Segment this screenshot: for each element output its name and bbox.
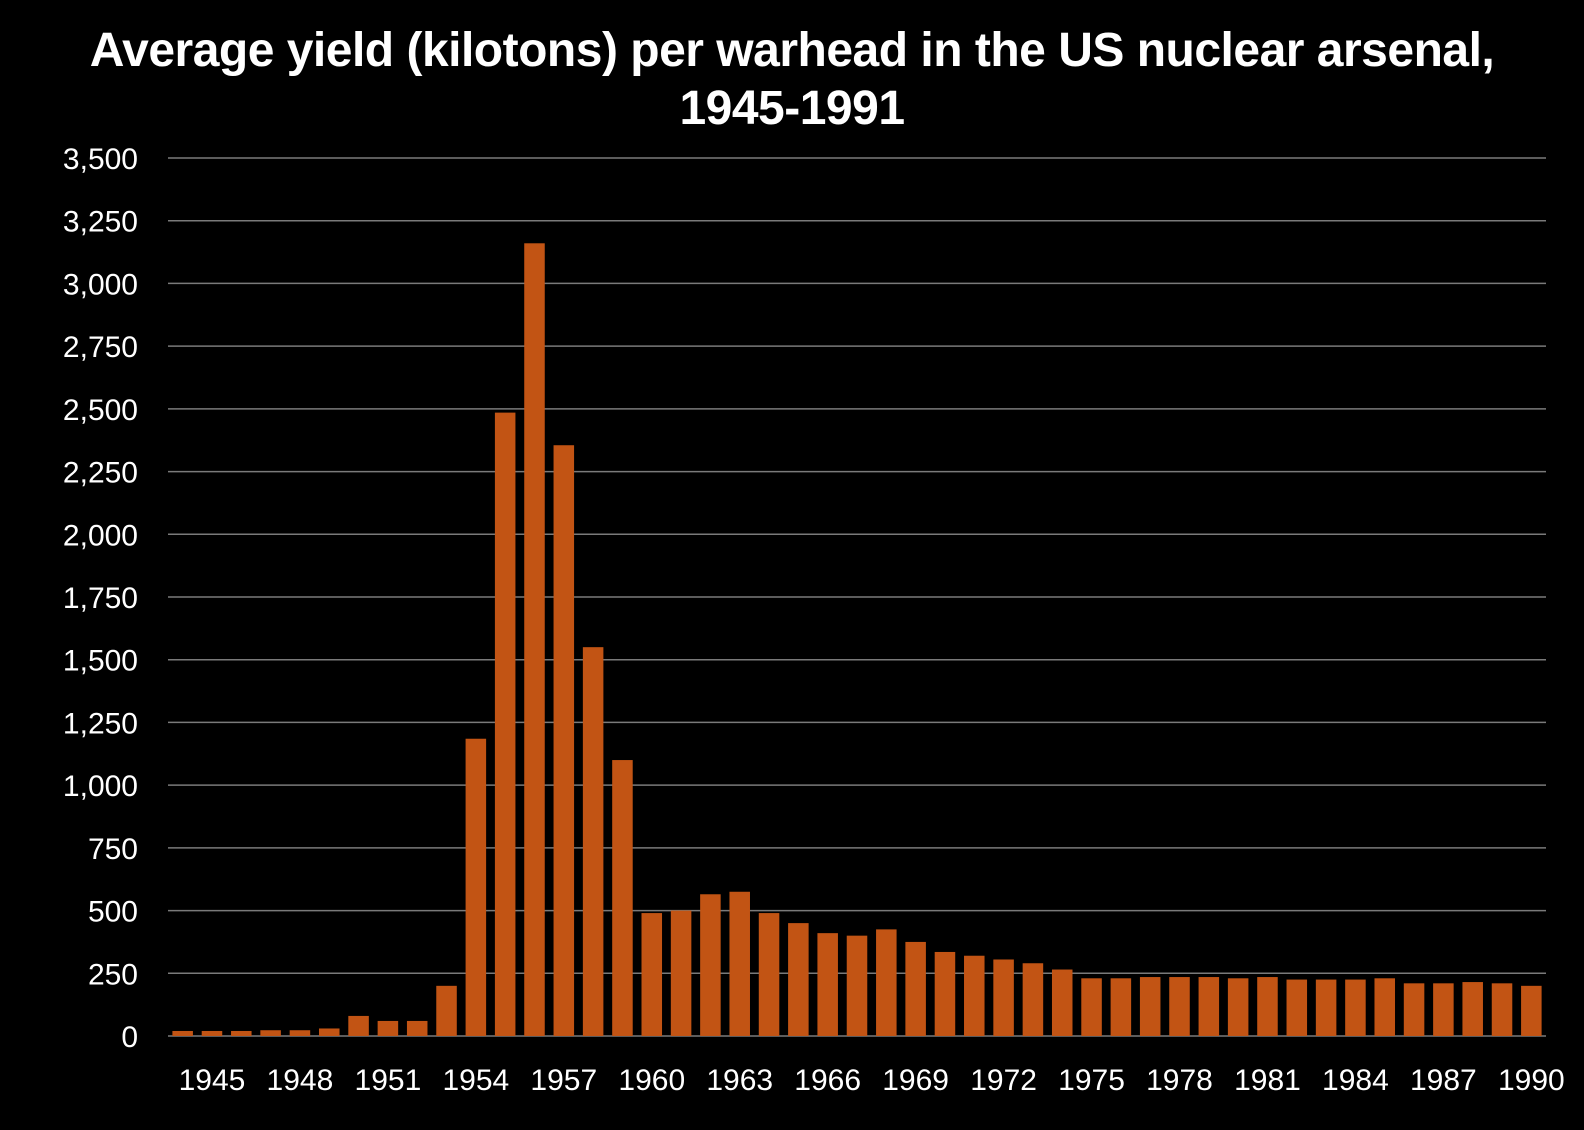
bar-1968 <box>846 935 868 1036</box>
bar-1978 <box>1139 977 1161 1036</box>
x-tick-label: 1948 <box>267 1064 334 1097</box>
x-tick-label: 1975 <box>1058 1064 1125 1097</box>
x-tick-label: 1960 <box>618 1064 685 1097</box>
bar-1990 <box>1491 983 1513 1036</box>
y-tick-label: 3,500 <box>63 143 138 176</box>
bar-1977 <box>1110 978 1132 1036</box>
bar-1957 <box>524 243 545 1036</box>
bar-1984 <box>1315 979 1337 1036</box>
bar-1972 <box>964 955 985 1036</box>
y-tick-label: 1,000 <box>63 770 138 803</box>
bar-1966 <box>788 923 809 1036</box>
x-tick-label: 1957 <box>530 1064 597 1097</box>
bar-1989 <box>1462 982 1483 1036</box>
y-tick-label: 2,750 <box>63 331 138 364</box>
bar-1951 <box>348 1015 369 1036</box>
chart-title-line-2: 1945-1991 <box>679 82 905 135</box>
bar-1964 <box>729 891 750 1036</box>
x-tick-label: 1972 <box>970 1064 1037 1097</box>
bar-1975 <box>1051 969 1073 1036</box>
x-tick-label: 1954 <box>442 1064 509 1097</box>
bar-1969 <box>876 929 897 1036</box>
bar-1946 <box>201 1030 223 1036</box>
y-tick-label: 2,500 <box>63 394 138 427</box>
bar-1981 <box>1227 978 1249 1036</box>
bar-1949 <box>289 1030 311 1036</box>
bar-1961 <box>641 913 663 1036</box>
bar-1988 <box>1433 983 1454 1036</box>
bar-1985 <box>1345 979 1366 1036</box>
bar-1987 <box>1403 983 1425 1036</box>
y-tick-label: 500 <box>88 896 138 929</box>
bar-1970 <box>905 941 926 1036</box>
bar-1952 <box>377 1020 399 1036</box>
y-tick-label: 1,750 <box>63 582 138 615</box>
bar-1962 <box>670 910 692 1036</box>
bar-1980 <box>1198 977 1220 1036</box>
y-tick-label: 2,000 <box>63 519 138 552</box>
bar-1947 <box>231 1030 252 1036</box>
bar-1971 <box>934 951 956 1036</box>
x-tick-label: 1978 <box>1146 1064 1213 1097</box>
x-tick-label: 1969 <box>882 1064 949 1097</box>
bars <box>172 243 1542 1036</box>
y-tick-label: 3,000 <box>63 268 138 301</box>
x-tick-label: 1945 <box>179 1064 246 1097</box>
gridlines <box>168 157 1546 1037</box>
bar-1983 <box>1286 979 1308 1036</box>
chart-title: Average yield (kilotons) per warhead in … <box>0 22 1584 138</box>
bar-1960 <box>612 760 633 1036</box>
bar-1979 <box>1169 977 1190 1036</box>
y-tick-label: 750 <box>88 833 138 866</box>
x-tick-label: 1981 <box>1234 1064 1301 1097</box>
bar-1955 <box>465 738 487 1036</box>
bar-1986 <box>1374 978 1396 1036</box>
bar-1974 <box>1022 963 1044 1036</box>
bar-1948 <box>260 1030 281 1036</box>
bar-1958 <box>553 445 575 1036</box>
bar-1965 <box>758 913 780 1036</box>
x-tick-label: 1951 <box>355 1064 422 1097</box>
y-tick-label: 1,500 <box>63 645 138 678</box>
bar-1953 <box>406 1020 428 1036</box>
y-tick-label: 3,250 <box>63 206 138 239</box>
bar-1959 <box>582 647 604 1036</box>
y-tick-label: 2,250 <box>63 457 138 490</box>
bar-1956 <box>494 412 516 1036</box>
chart-title-line-1: Average yield (kilotons) per warhead in … <box>89 24 1495 77</box>
x-axis-ticks: 1945 1948 1951 1954 1957 1960 1963 1966 1969 1972… <box>179 1064 1565 1097</box>
x-tick-label: 1984 <box>1322 1064 1389 1097</box>
x-tick-label: 1987 <box>1410 1064 1477 1097</box>
bar-1991 <box>1521 985 1542 1036</box>
bar-1973 <box>993 959 1014 1036</box>
y-axis-ticks: 0 250 500 750 1,000 1,250 1,500 1,750 2,000 2,250… <box>63 143 138 1054</box>
bar-1950 <box>318 1028 340 1036</box>
bar-1945 <box>172 1030 193 1036</box>
x-tick-label: 1990 <box>1498 1064 1565 1097</box>
bar-1967 <box>817 933 838 1036</box>
x-tick-label: 1966 <box>794 1064 861 1097</box>
bar-1954 <box>436 985 457 1036</box>
bar-1963 <box>700 894 721 1036</box>
x-tick-label: 1963 <box>706 1064 773 1097</box>
bar-1982 <box>1257 977 1278 1036</box>
y-tick-label: 1,250 <box>63 707 138 740</box>
y-tick-label: 250 <box>88 958 138 991</box>
y-tick-label: 0 <box>121 1021 138 1054</box>
bar-1976 <box>1081 978 1102 1036</box>
